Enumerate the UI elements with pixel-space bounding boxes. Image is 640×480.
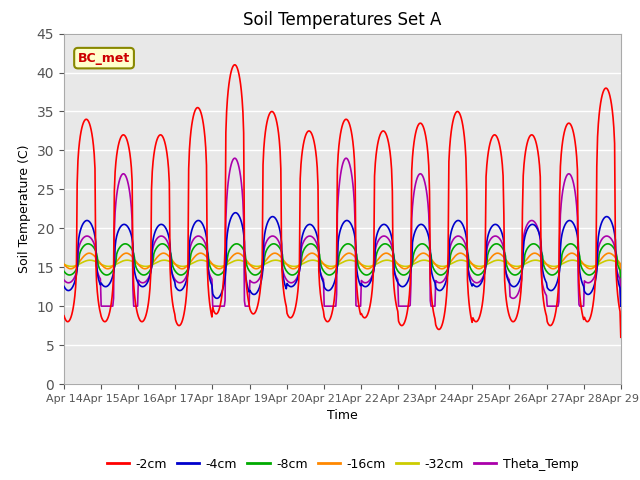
Y-axis label: Soil Temperature (C): Soil Temperature (C) xyxy=(18,144,31,273)
Text: BC_met: BC_met xyxy=(78,52,130,65)
Title: Soil Temperatures Set A: Soil Temperatures Set A xyxy=(243,11,442,29)
X-axis label: Time: Time xyxy=(327,409,358,422)
Legend: -2cm, -4cm, -8cm, -16cm, -32cm, Theta_Temp: -2cm, -4cm, -8cm, -16cm, -32cm, Theta_Te… xyxy=(102,453,583,476)
